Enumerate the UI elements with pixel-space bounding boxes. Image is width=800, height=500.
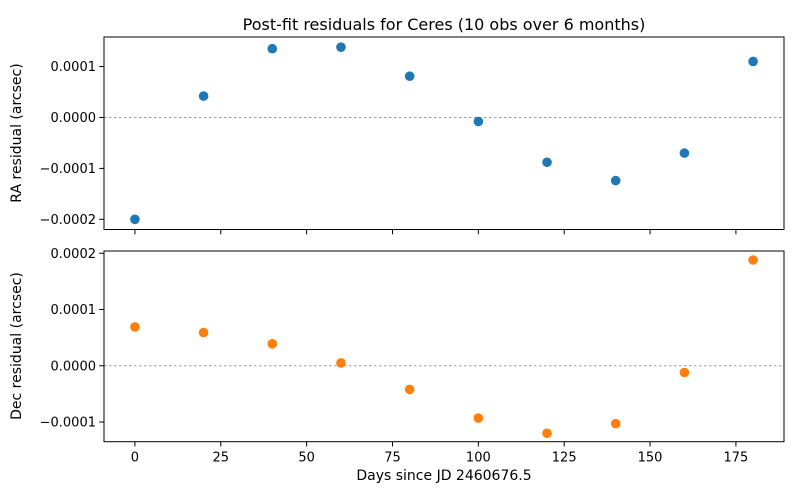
dec-data-point <box>130 322 140 332</box>
ra-data-point <box>198 91 209 101</box>
dec-y-axis-label: Dec residual (arcsec) <box>9 272 25 420</box>
ra-data-point <box>748 56 758 67</box>
ra-data-point <box>336 42 346 52</box>
dec-data-point <box>267 339 278 349</box>
ra-data-point <box>473 116 484 127</box>
ra-data-point <box>130 214 140 225</box>
ra-y-tick-label: 0.0000 <box>51 111 97 126</box>
x-tick-label: 100 <box>466 451 491 466</box>
dec-y-tick-label: 0.0001 <box>51 303 97 318</box>
ra-data-point <box>542 157 552 168</box>
x-tick-label: 125 <box>552 451 577 466</box>
ra-data-point <box>679 148 690 158</box>
x-tick-label: 175 <box>724 451 749 466</box>
dec-data-point <box>679 367 690 378</box>
ra-y-tick-label: −0.0001 <box>40 162 96 177</box>
ra-data-point <box>404 71 415 82</box>
x-tick-label: 25 <box>212 451 229 466</box>
dec-y-tick-label: 0.0000 <box>51 359 97 374</box>
dec-data-point <box>404 384 415 395</box>
dec-data-point <box>610 418 621 429</box>
ra-y-tick-label: 0.0001 <box>51 60 97 75</box>
x-tick-label: 0 <box>131 451 139 466</box>
dec-y-tick-label: 0.0002 <box>51 247 97 262</box>
ra-data-point <box>267 43 278 54</box>
x-axis-label: Days since JD 2460676.5 <box>356 468 531 484</box>
dec-data-point <box>473 413 484 423</box>
x-tick-label: 75 <box>384 451 401 466</box>
dec-data-point <box>542 428 552 439</box>
dec-data-point <box>336 358 346 368</box>
x-tick-label: 150 <box>638 451 663 466</box>
axes-layer: 0.0001 0.0000 −0.0001 −0.0002 0 25 50 75 100 125 1… <box>40 36 785 466</box>
ra-axes-frame <box>103 36 785 230</box>
ra-data-point <box>610 175 621 186</box>
dec-data-point <box>748 255 758 265</box>
dec-y-tick-label: −0.0001 <box>40 416 96 431</box>
dec-data-point <box>198 327 209 338</box>
dec-axes-frame <box>103 250 785 443</box>
chart-title: Post-fit residuals for Ceres (10 obs ove… <box>243 15 646 34</box>
ra-y-axis-label: RA residual (arcsec) <box>9 63 25 202</box>
ra-y-tick-label: −0.0002 <box>40 213 96 228</box>
x-tick-label: 50 <box>298 451 315 466</box>
